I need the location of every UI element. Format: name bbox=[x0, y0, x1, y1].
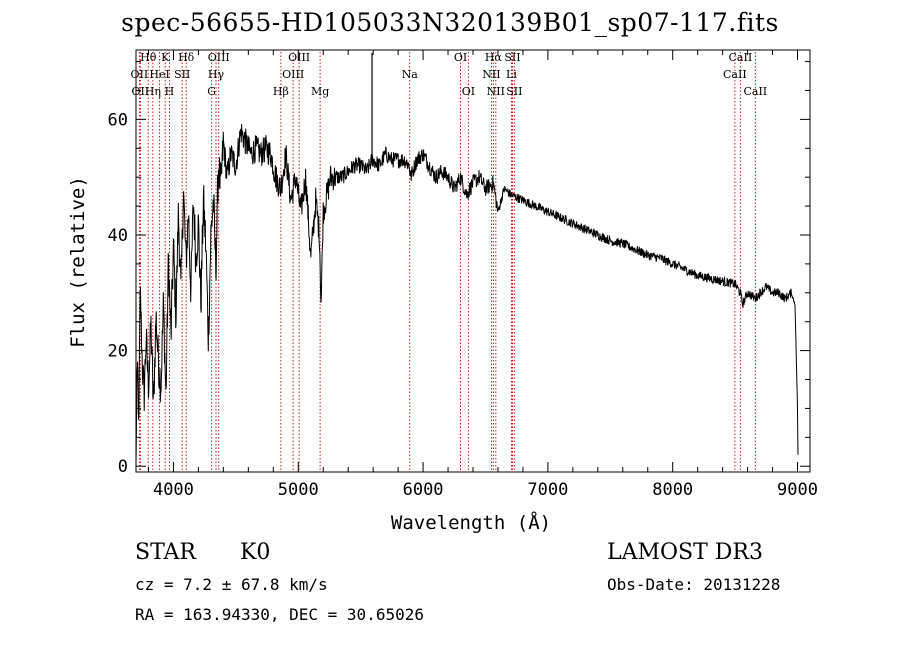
x-tick-label: 5000 bbox=[278, 480, 319, 500]
chart-title: spec-56655-HD105033N320139B01_sp07-117.f… bbox=[121, 8, 779, 37]
line-label: Na bbox=[402, 68, 419, 81]
x-axis-label: Wavelength (Å) bbox=[391, 511, 551, 534]
axis-ticks bbox=[136, 50, 810, 472]
object-class: STAR bbox=[135, 540, 196, 565]
line-label: Hδ bbox=[178, 51, 195, 64]
line-label: OIII bbox=[282, 68, 304, 81]
line-label: CaII bbox=[729, 51, 753, 64]
line-label: OII bbox=[131, 68, 149, 81]
line-label: Li bbox=[506, 68, 517, 81]
axis-tick-labels: 4000 5000 6000 7000 8000 9000 0 20 40 60 bbox=[108, 110, 818, 500]
redshift-value: cz = 7.2 ± 67.8 km/s bbox=[135, 575, 328, 594]
line-label: NII bbox=[482, 68, 500, 81]
x-tick-label: 8000 bbox=[652, 480, 693, 500]
line-label: CaII bbox=[723, 68, 747, 81]
line-label: Mg bbox=[311, 85, 329, 98]
line-label: NII bbox=[487, 85, 505, 98]
line-label: SII bbox=[506, 85, 522, 98]
line-label: Hβ bbox=[273, 85, 289, 98]
x-tick-label: 7000 bbox=[527, 480, 568, 500]
y-axis-label: Flux (relative) bbox=[67, 176, 89, 348]
line-label: Hα bbox=[485, 51, 503, 64]
emission-line-labels: HθHηOIIOIIHeIKHSIIHδGHγOIIIHβOIIIOIIIMgN… bbox=[131, 51, 768, 98]
observation-date: Obs-Date: 20131228 bbox=[607, 575, 781, 594]
line-label: OIII bbox=[208, 51, 230, 64]
line-label: Hη bbox=[145, 85, 161, 98]
y-tick-label: 0 bbox=[118, 457, 128, 477]
line-label: OI bbox=[462, 85, 475, 98]
survey-name: LAMOST DR3 bbox=[607, 540, 763, 565]
y-tick-label: 60 bbox=[108, 110, 128, 130]
line-label: SII bbox=[504, 51, 520, 64]
line-label: Hγ bbox=[208, 68, 225, 81]
line-label: HeI bbox=[149, 68, 169, 81]
line-label: K bbox=[161, 51, 170, 64]
x-tick-label: 6000 bbox=[403, 480, 444, 500]
line-label: SII bbox=[174, 68, 190, 81]
plot-frame bbox=[135, 49, 811, 473]
line-label: OII bbox=[132, 85, 150, 98]
line-label: OI bbox=[454, 51, 467, 64]
line-label: CaII bbox=[743, 85, 767, 98]
object-subclass: K0 bbox=[240, 540, 271, 565]
spectrum-series-line bbox=[135, 124, 799, 467]
line-label: G bbox=[207, 85, 216, 98]
y-tick-label: 40 bbox=[108, 226, 128, 246]
x-tick-label: 4000 bbox=[153, 480, 194, 500]
y-tick-label: 20 bbox=[108, 342, 128, 362]
coordinates: RA = 163.94330, DEC = 30.65026 bbox=[135, 605, 424, 624]
line-label: H bbox=[165, 85, 175, 98]
line-label: OIII bbox=[288, 51, 310, 64]
line-label: Hθ bbox=[140, 51, 157, 64]
x-tick-label: 9000 bbox=[777, 480, 818, 500]
